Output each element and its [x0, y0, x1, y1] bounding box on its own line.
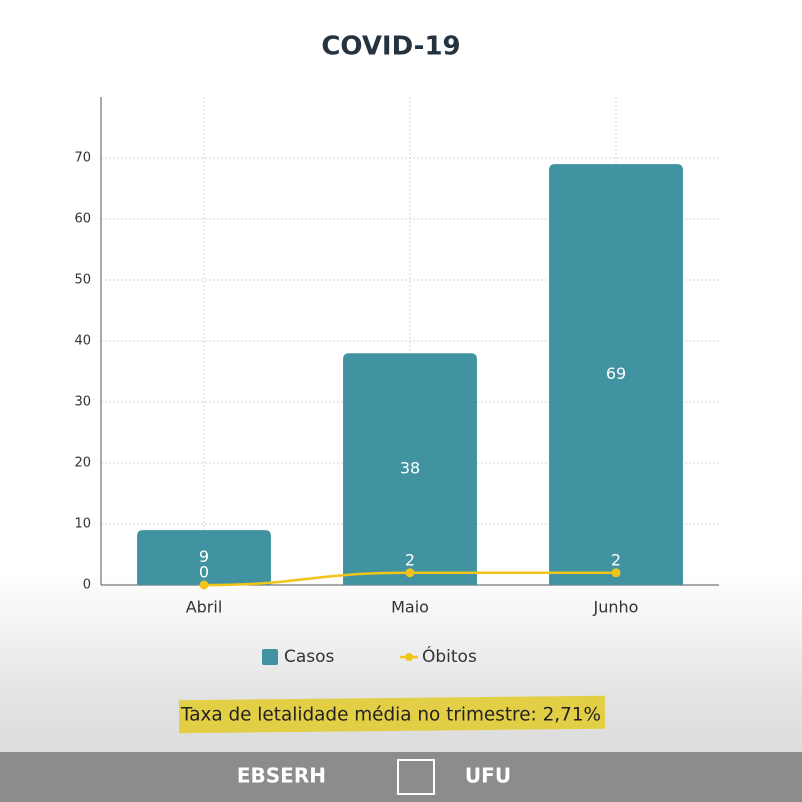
annotation-highlight	[178, 695, 606, 734]
legend-label: Casos	[284, 647, 335, 667]
data-label: 9	[199, 547, 209, 566]
data-label: 69	[606, 364, 626, 383]
line-point	[405, 568, 415, 578]
bar	[343, 353, 477, 585]
line-point	[199, 580, 209, 590]
data-label: 38	[400, 459, 420, 478]
legend-swatch	[262, 649, 278, 665]
line-point	[611, 568, 621, 578]
y-tick-label: 40	[74, 334, 91, 349]
logo-text: EBSERH	[237, 764, 326, 788]
y-tick-label: 20	[74, 456, 91, 471]
y-tick-label: 50	[74, 273, 91, 288]
y-tick-label: 0	[83, 578, 91, 593]
x-tick-label: Maio	[391, 598, 429, 617]
bar	[549, 164, 683, 585]
data-label: 0	[199, 563, 209, 582]
annotation: Taxa de letalidade média no trimestre: 2…	[180, 704, 601, 726]
x-tick-label: Abril	[186, 598, 223, 617]
x-tick-label: Junho	[593, 598, 639, 617]
data-label: 2	[405, 550, 415, 569]
logo-icon	[397, 759, 435, 795]
y-tick-label: 60	[74, 212, 91, 227]
chart-title: COVID-19	[321, 32, 460, 62]
y-tick-label: 10	[74, 517, 91, 532]
logo-text: UFU	[465, 764, 511, 788]
bar	[137, 530, 271, 585]
legend-label: Óbitos	[422, 645, 477, 667]
data-label: 2	[611, 550, 621, 569]
y-tick-label: 30	[74, 395, 91, 410]
legend-swatch	[405, 653, 413, 661]
y-tick-label: 70	[74, 151, 91, 166]
